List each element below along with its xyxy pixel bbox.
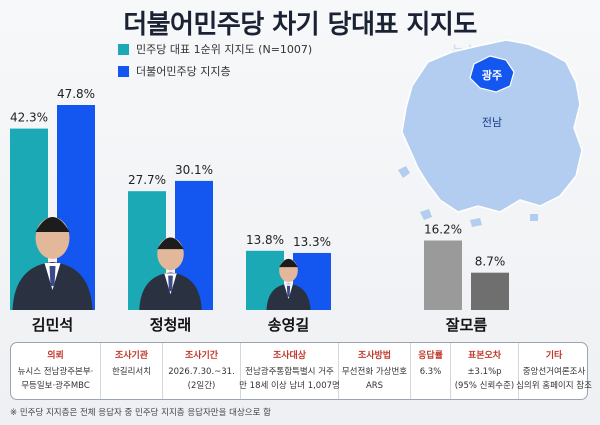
portrait-tie-0	[49, 266, 56, 286]
info-value-1-0: 한길리서치	[111, 367, 152, 377]
legend-swatch-series2	[118, 65, 129, 77]
info-column-2: 조사기간 2026.7.30.~31. (2일간)	[163, 343, 241, 399]
value-label-series1-3: 16.2%	[424, 223, 462, 237]
info-header-0: 의뢰	[47, 351, 64, 361]
legend-swatch-series1	[118, 43, 129, 55]
legend-item-series2: 더불어민주당 지지층	[118, 63, 231, 79]
info-header-7: 기타	[545, 351, 563, 361]
jeonnam-map-shape	[401, 39, 583, 213]
bar-chart: 광주 전남 42.3% 47.8% 김민석 27.7% 30.1% 정청래 13.8% 13.…	[10, 39, 583, 334]
info-value-2-0: 2026.7.30.~31.	[168, 367, 235, 377]
info-value-7-0: 중앙선거여론조사	[522, 367, 586, 377]
category-label-0: 김민석	[32, 316, 73, 334]
info-value-3-1: 만 18세 이상 남녀 1,007명	[239, 381, 340, 391]
bar-series2-3	[471, 272, 509, 310]
candidate-photo-2	[266, 258, 311, 310]
bars-group: 42.3% 47.8% 김민석 27.7% 30.1% 정청래 13.8% 13.3% 송영길 1…	[10, 87, 509, 334]
value-label-series1-2: 13.8%	[246, 233, 284, 247]
candidate-photo-0	[12, 217, 93, 310]
portrait-hair-2	[279, 258, 298, 268]
value-label-series1-1: 27.7%	[128, 173, 166, 187]
region-map: 광주 전남	[398, 39, 583, 227]
info-value-6-1: (95% 신뢰수준)	[454, 381, 515, 391]
info-value-0-1: 무등일보·광주MBC	[21, 381, 90, 391]
category-label-2: 송영길	[268, 316, 309, 334]
category-label-3: 잘모름	[446, 316, 488, 334]
value-label-series2-3: 8.7%	[475, 255, 506, 269]
value-label-series2-1: 30.1%	[175, 163, 213, 177]
gwangju-map-shape	[469, 55, 515, 93]
footnote: ※ 민주당 지지층은 전체 응답자 중 민주당 지지층 응답자만을 대상으로 함	[10, 408, 271, 418]
value-label-series1-0: 42.3%	[10, 111, 48, 125]
info-value-4-0: 무선전화 가상번호	[341, 367, 408, 377]
legend-label-series1: 민주당 대표 1순위 지지도 (N=1007)	[136, 43, 313, 56]
map-label-jeonnam: 전남	[482, 116, 502, 129]
info-value-5-0: 6.3%	[419, 367, 442, 377]
info-value-6-0: ±3.1%p	[467, 367, 502, 377]
island-3	[470, 218, 482, 227]
island-1	[398, 166, 410, 178]
map-label-gwangju: 광주	[482, 69, 502, 82]
portrait-tie-1	[168, 275, 173, 292]
value-label-series2-2: 13.3%	[293, 235, 331, 249]
info-value-0-0: 뉴시스 전남광주본부·	[17, 367, 94, 377]
portrait-hair-1	[157, 237, 184, 250]
island-2	[420, 209, 432, 220]
info-value-3-0: 전남광주통합특별시 거주	[245, 367, 334, 377]
portrait-tie-2	[286, 285, 291, 297]
info-value-4-1: ARS	[365, 381, 384, 391]
info-header-5: 응답률	[418, 351, 443, 361]
info-header-2: 조사기간	[184, 351, 219, 361]
info-header-6: 표본오차	[467, 351, 502, 361]
info-header-3: 조사대상	[272, 351, 307, 361]
info-header-4: 조사방법	[357, 351, 392, 361]
island-4	[530, 214, 538, 221]
info-header-1: 조사기관	[114, 351, 149, 361]
info-value-7-1: 심의위 홈페이지 참조	[516, 381, 592, 391]
value-label-series2-0: 47.8%	[57, 87, 95, 101]
info-column-5: 응답률 6.3%	[411, 343, 451, 399]
legend-item-series1: 민주당 대표 1순위 지지도 (N=1007)	[118, 41, 312, 57]
candidate-photo-1	[139, 237, 202, 310]
info-value-2-1: (2일간)	[187, 381, 216, 391]
portrait-hair-0	[35, 217, 70, 232]
chart-title: 더불어민주당 차기 당대표 지지도	[123, 10, 477, 40]
legend-label-series2: 더불어민주당 지지층	[136, 65, 231, 78]
info-column-6: 표본오차 ±3.1%p (95% 신뢰수준)	[451, 343, 519, 399]
bar-series1-3	[424, 240, 462, 310]
category-label-1: 정청래	[150, 316, 191, 334]
